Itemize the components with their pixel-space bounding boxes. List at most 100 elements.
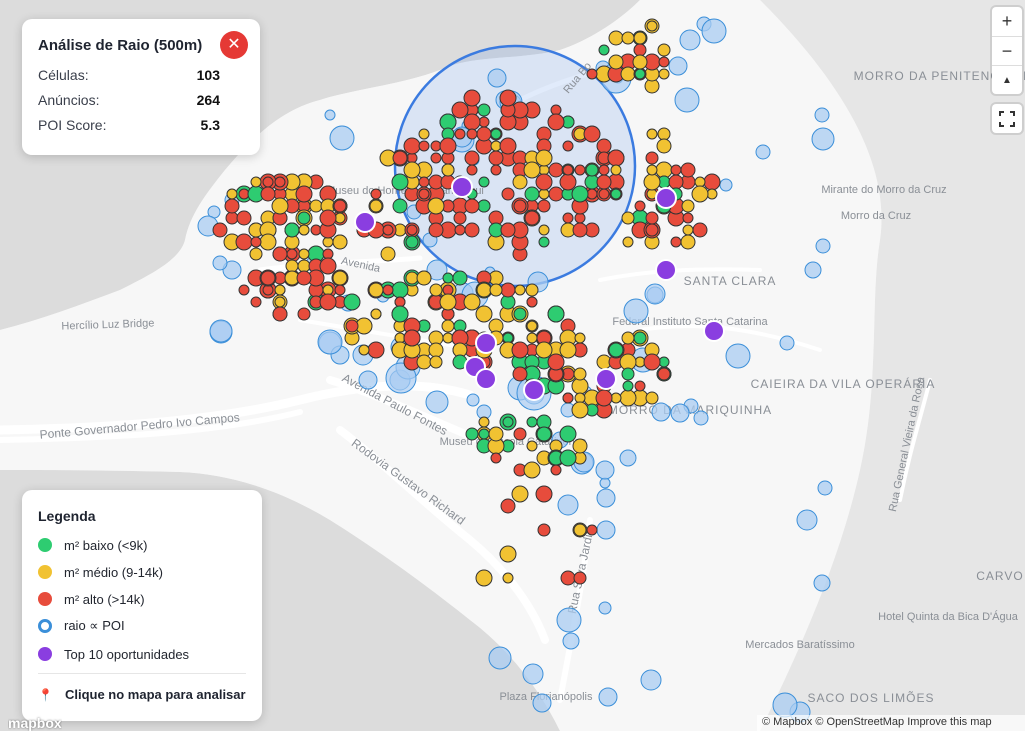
cell-mid-price[interactable] xyxy=(502,572,514,584)
cell-mid-price[interactable] xyxy=(535,149,553,167)
cell-high-price[interactable] xyxy=(537,199,551,213)
cell-high-price[interactable] xyxy=(382,224,394,236)
cell-high-price[interactable] xyxy=(333,199,347,213)
cell-mid-price[interactable] xyxy=(682,224,694,236)
cell-mid-price[interactable] xyxy=(646,164,658,176)
cell-mid-price[interactable] xyxy=(657,127,671,141)
cell-low-price[interactable] xyxy=(536,426,552,442)
zoom-out-button[interactable]: − xyxy=(992,36,1022,65)
cell-high-price[interactable] xyxy=(586,524,598,536)
map-attribution[interactable]: © Mapbox © OpenStreetMap Improve this ma… xyxy=(757,715,1025,731)
cell-mid-price[interactable] xyxy=(573,523,587,537)
cell-high-price[interactable] xyxy=(595,389,613,407)
cell-high-price[interactable] xyxy=(499,137,517,155)
poi-circle[interactable] xyxy=(324,109,336,121)
cell-high-price[interactable] xyxy=(453,211,467,225)
cell-high-price[interactable] xyxy=(370,188,382,200)
cell-low-price[interactable] xyxy=(392,198,408,214)
cell-high-price[interactable] xyxy=(476,126,492,142)
cell-high-price[interactable] xyxy=(367,341,385,359)
cell-high-price[interactable] xyxy=(682,212,694,224)
cell-high-price[interactable] xyxy=(464,198,480,214)
cell-high-price[interactable] xyxy=(260,270,276,286)
poi-circle[interactable] xyxy=(719,178,733,192)
cell-high-price[interactable] xyxy=(598,164,610,176)
cell-high-price[interactable] xyxy=(345,319,359,333)
cell-mid-price[interactable] xyxy=(646,20,658,32)
cell-mid-price[interactable] xyxy=(428,342,444,358)
cell-mid-price[interactable] xyxy=(439,293,457,311)
cell-high-price[interactable] xyxy=(274,176,286,188)
cell-high-price[interactable] xyxy=(403,137,421,155)
cell-high-price[interactable] xyxy=(466,128,478,140)
poi-circle[interactable] xyxy=(596,520,616,540)
poi-circle[interactable] xyxy=(668,56,688,76)
cell-mid-price[interactable] xyxy=(681,199,695,213)
cell-mid-price[interactable] xyxy=(680,234,696,250)
cell-low-price[interactable] xyxy=(391,305,409,323)
poi-circle[interactable] xyxy=(426,259,448,281)
poi-circle[interactable] xyxy=(779,335,795,351)
cell-low-price[interactable] xyxy=(513,307,527,321)
cell-high-price[interactable] xyxy=(680,162,696,178)
cell-high-price[interactable] xyxy=(490,164,502,176)
cell-high-price[interactable] xyxy=(464,222,480,238)
cell-mid-price[interactable] xyxy=(574,332,586,344)
cell-high-price[interactable] xyxy=(537,523,551,537)
poi-circle[interactable] xyxy=(814,107,830,123)
cell-mid-price[interactable] xyxy=(514,284,526,296)
cell-low-price[interactable] xyxy=(608,342,624,358)
cell-mid-price[interactable] xyxy=(512,174,528,190)
cell-mid-price[interactable] xyxy=(249,247,263,261)
poi-circle[interactable] xyxy=(619,449,637,467)
cell-high-price[interactable] xyxy=(511,341,529,359)
cell-high-price[interactable] xyxy=(260,186,276,202)
cell-mid-price[interactable] xyxy=(298,224,310,236)
top-opportunity-marker[interactable] xyxy=(451,176,473,198)
cell-mid-price[interactable] xyxy=(633,31,647,45)
cell-high-price[interactable] xyxy=(524,210,540,226)
cell-mid-price[interactable] xyxy=(274,296,286,308)
poi-circle[interactable] xyxy=(488,646,512,670)
cell-mid-price[interactable] xyxy=(475,305,493,323)
cell-high-price[interactable] xyxy=(224,198,240,214)
cell-mid-price[interactable] xyxy=(274,284,286,296)
cell-low-price[interactable] xyxy=(297,211,311,225)
poi-circle[interactable] xyxy=(222,260,242,280)
cell-mid-price[interactable] xyxy=(489,283,503,297)
cell-mid-price[interactable] xyxy=(656,138,672,154)
cell-high-price[interactable] xyxy=(272,246,288,262)
cell-low-price[interactable] xyxy=(526,416,538,428)
cell-low-price[interactable] xyxy=(571,185,589,203)
cell-high-price[interactable] xyxy=(236,210,252,226)
top-opportunity-marker[interactable] xyxy=(475,332,497,354)
cell-low-price[interactable] xyxy=(391,281,409,299)
poi-circle[interactable] xyxy=(796,509,818,531)
cell-high-price[interactable] xyxy=(548,186,564,202)
cell-high-price[interactable] xyxy=(418,188,430,200)
cell-high-price[interactable] xyxy=(499,89,517,107)
poi-circle[interactable] xyxy=(811,127,835,151)
cell-high-price[interactable] xyxy=(633,43,647,57)
cell-high-price[interactable] xyxy=(382,284,394,296)
cell-high-price[interactable] xyxy=(454,224,466,236)
cell-high-price[interactable] xyxy=(692,222,708,238)
cell-low-price[interactable] xyxy=(391,173,409,191)
fullscreen-button[interactable] xyxy=(992,104,1022,133)
poi-circle[interactable] xyxy=(815,238,831,254)
cell-high-price[interactable] xyxy=(670,236,682,248)
poi-circle[interactable] xyxy=(532,693,552,713)
poi-circle[interactable] xyxy=(596,488,616,508)
poi-circle[interactable] xyxy=(358,370,378,390)
cell-mid-price[interactable] xyxy=(476,282,492,298)
cell-low-price[interactable] xyxy=(585,163,599,177)
cell-low-price[interactable] xyxy=(610,188,622,200)
cell-high-price[interactable] xyxy=(500,498,516,514)
cell-mid-price[interactable] xyxy=(643,173,661,191)
cell-high-price[interactable] xyxy=(596,138,612,154)
poi-circle[interactable] xyxy=(487,68,507,88)
poi-circle[interactable] xyxy=(804,261,822,279)
cell-mid-price[interactable] xyxy=(499,545,517,563)
poi-circle[interactable] xyxy=(598,687,618,707)
cell-high-price[interactable] xyxy=(559,173,577,191)
